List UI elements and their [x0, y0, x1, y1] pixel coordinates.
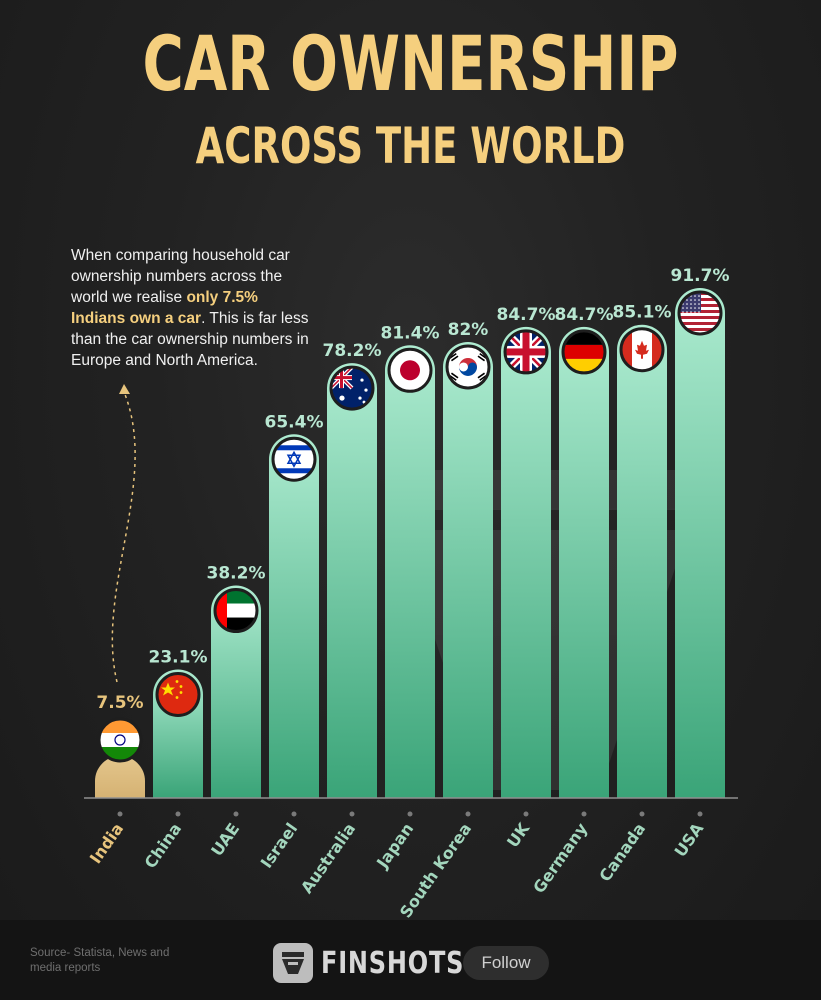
bar-usa: [675, 288, 725, 798]
category-label-india: India: [86, 819, 127, 867]
tick-mark-uk: [523, 811, 529, 817]
usa-flag-icon: [677, 290, 723, 336]
china-flag-icon: [155, 672, 201, 718]
israel-flag-icon: [271, 436, 317, 482]
category-label-usa: USA: [671, 819, 708, 861]
tick-mark-india: [117, 811, 123, 817]
category-label-canada: Canada: [595, 819, 649, 885]
south-korea-flag-icon: [445, 344, 491, 390]
annotation-arrow: [111, 391, 136, 683]
source-note: Source- Statista, News and media reports: [30, 947, 170, 974]
chart-subtitle: ACROSS THE WORLD: [195, 117, 626, 175]
uae-flag-icon: [213, 588, 259, 634]
brand-logo: FINSHOTS: [273, 941, 500, 985]
bar-germany: [559, 326, 609, 798]
germany-flag-icon: [561, 329, 607, 375]
bar-australia: [327, 363, 377, 798]
bar-india: [95, 756, 145, 798]
annotation-highlight: only 7.5% Indians own a car: [71, 289, 258, 327]
canada-flag-icon: [619, 327, 665, 373]
bar-south-korea: [443, 341, 493, 798]
annotation-text: When comparing household car ownership n…: [71, 245, 311, 371]
finshots-logo-icon: [273, 943, 313, 983]
bar-japan: [385, 345, 435, 798]
india-flag-icon: [97, 717, 143, 763]
tick-mark-south-korea: [465, 811, 471, 817]
value-label-south-korea: 82%: [448, 320, 489, 340]
category-label-australia: Australia: [297, 819, 359, 897]
tick-mark-china: [175, 811, 181, 817]
bar-canada: [617, 324, 667, 798]
bar-chart: 7.5% India 23.1% China 38.2% UAE 65.4% Israel 78…: [84, 266, 738, 920]
tick-mark-japan: [407, 811, 413, 817]
tick-mark-australia: [349, 811, 355, 817]
category-label-japan: Japan: [372, 819, 417, 872]
value-label-japan: 81.4%: [381, 323, 440, 343]
value-label-china: 23.1%: [149, 648, 208, 668]
bar-uk: [501, 326, 551, 798]
footer-bar: [0, 920, 821, 1000]
australia-flag-icon: [329, 365, 375, 411]
category-label-china: China: [141, 819, 186, 872]
chart-title: CAR OWNERSHIP: [142, 19, 679, 108]
category-label-uae: UAE: [207, 819, 243, 859]
annotation-arrow-head: [119, 384, 130, 394]
brand-name: FINSHOTS: [321, 945, 465, 981]
bar-israel: [269, 434, 319, 798]
value-label-australia: 78.2%: [323, 341, 382, 361]
category-label-uk: UK: [503, 819, 533, 851]
value-label-usa: 91.7%: [671, 266, 730, 286]
annotation-part1: When comparing household car ownership n…: [71, 247, 290, 306]
tick-mark-usa: [697, 811, 703, 817]
tick-mark-israel: [291, 811, 297, 817]
value-label-india: 7.5%: [96, 693, 143, 713]
japan-flag-icon: [387, 347, 433, 393]
value-label-uk: 84.7%: [497, 305, 556, 325]
value-label-uae: 38.2%: [207, 564, 266, 584]
value-label-germany: 84.7%: [555, 305, 614, 325]
value-label-israel: 65.4%: [265, 412, 324, 432]
value-label-canada: 85.1%: [613, 303, 672, 323]
bar-uae: [211, 585, 261, 798]
follow-button[interactable]: Follow: [463, 946, 549, 980]
uk-flag-icon: [503, 329, 549, 375]
tick-mark-uae: [233, 811, 239, 817]
tick-mark-germany: [581, 811, 587, 817]
annotation-part2: . This is far less than the car ownershi…: [71, 310, 309, 369]
category-label-israel: Israel: [257, 819, 302, 871]
tick-mark-canada: [639, 811, 645, 817]
category-label-germany: Germany: [529, 819, 591, 897]
